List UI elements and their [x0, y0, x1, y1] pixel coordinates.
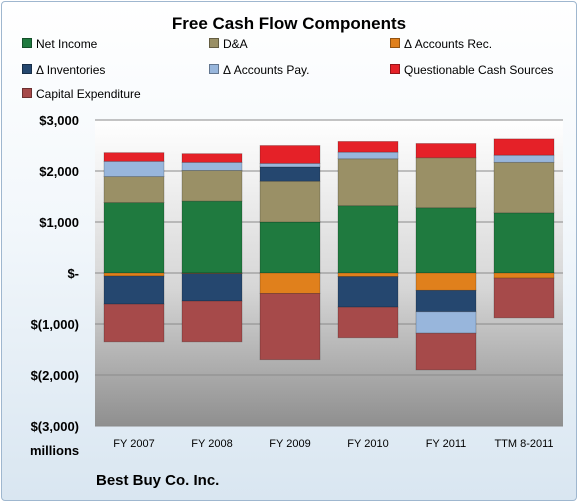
legend-swatch — [209, 64, 219, 74]
bar-segment — [259, 180, 321, 223]
legend-item-inventories: Δ Inventories — [22, 63, 105, 77]
y-tick-label: $- — [67, 266, 79, 281]
legend-label: Δ Accounts Pay. — [223, 63, 310, 77]
legend-swatch — [22, 88, 32, 98]
x-tick-label: FY 2010 — [347, 438, 388, 450]
bar-segment — [337, 272, 399, 277]
y-tick-label: $(3,000) — [31, 419, 79, 434]
bar-segment — [103, 303, 165, 343]
y-tick-label: $1,000 — [39, 215, 79, 230]
bar-segment — [493, 212, 555, 274]
legend-item-da: D&A — [209, 37, 248, 51]
legend-swatch — [209, 38, 219, 48]
legend-label: Net Income — [36, 37, 98, 51]
bar-segment — [259, 272, 321, 294]
bar-segment — [103, 275, 165, 305]
bar-segment — [415, 143, 477, 159]
x-tick-label: FY 2008 — [191, 438, 232, 450]
y-unit-label: millions — [30, 443, 79, 458]
bar-segment — [103, 160, 165, 178]
bar-segment — [337, 276, 399, 308]
legend-label: D&A — [223, 37, 248, 51]
bar-segment — [493, 272, 555, 279]
bar-segment — [415, 207, 477, 274]
bar-segment — [493, 277, 555, 319]
bar-segment — [493, 138, 555, 156]
legend-item-accounts-pay: Δ Accounts Pay. — [209, 63, 310, 77]
bar-segment — [103, 176, 165, 204]
bar-segment — [181, 300, 243, 343]
bar-segment — [103, 272, 165, 277]
bar-segment — [337, 158, 399, 207]
bar-segment — [259, 292, 321, 361]
legend-item-net-income: Net Income — [22, 37, 97, 51]
y-tick-label: $(2,000) — [31, 368, 79, 383]
bar-segment — [181, 153, 243, 163]
legend-label: Δ Accounts Rec. — [404, 37, 493, 51]
bar-segment — [181, 161, 243, 171]
legend-swatch — [22, 38, 32, 48]
y-tick-label: $3,000 — [39, 113, 79, 128]
bar-segment — [181, 170, 243, 202]
bar-segment — [103, 202, 165, 274]
legend-swatch — [22, 64, 32, 74]
bar-segment — [415, 157, 477, 209]
bar-segment — [493, 161, 555, 214]
bar-segment — [181, 200, 243, 274]
y-tick-label: $2,000 — [39, 164, 79, 179]
bar-segment — [415, 272, 477, 291]
legend-swatch — [390, 64, 400, 74]
legend-item-capex: Capital Expenditure — [22, 87, 141, 101]
bar-segment — [337, 306, 399, 339]
bar-segment — [337, 205, 399, 274]
bar-segment — [415, 311, 477, 334]
y-tick-label: $(1,000) — [31, 317, 79, 332]
x-tick-label: FY 2007 — [113, 438, 154, 450]
bar-segment — [259, 162, 321, 168]
legend-label: Questionable Cash Sources — [404, 63, 554, 77]
bar-segment — [103, 152, 165, 162]
legend-swatch — [390, 38, 400, 48]
bar-segment — [259, 145, 321, 164]
legend-item-accounts-rec: Δ Accounts Rec. — [390, 37, 492, 51]
bar-segment — [337, 151, 399, 160]
x-tick-label: FY 2011 — [426, 438, 467, 450]
bar-segment — [493, 154, 555, 163]
bar-segment — [259, 221, 321, 274]
bar-segment — [415, 332, 477, 371]
legend-label: Capital Expenditure — [36, 87, 141, 101]
company-caption: Best Buy Co. Inc. — [96, 472, 220, 489]
legend-item-questionable: Questionable Cash Sources — [390, 63, 553, 77]
chart-title: Free Cash Flow Components — [171, 14, 407, 33]
bar-segment — [415, 289, 477, 313]
bar-segment — [337, 141, 399, 153]
x-tick-label: TTM 8-2011 — [494, 438, 553, 450]
x-tick-label: FY 2009 — [269, 438, 310, 450]
bar-segment — [181, 273, 243, 302]
legend-label: Δ Inventories — [36, 63, 106, 77]
bar-segment — [259, 166, 321, 182]
